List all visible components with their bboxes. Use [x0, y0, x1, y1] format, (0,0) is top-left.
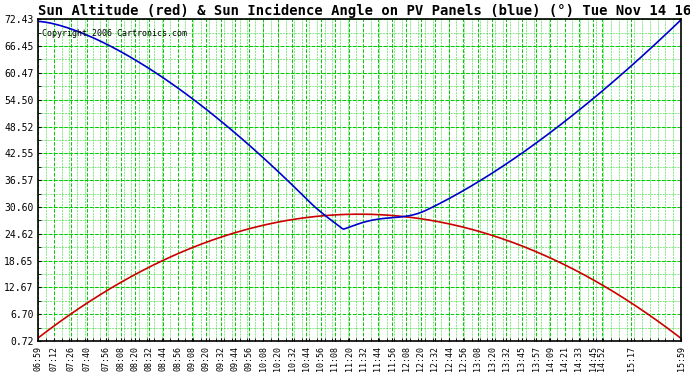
- Text: Sun Altitude (red) & Sun Incidence Angle on PV Panels (blue) (°) Tue Nov 14 16:1: Sun Altitude (red) & Sun Incidence Angle…: [39, 4, 690, 18]
- Text: Copyright 2006 Cartronics.com: Copyright 2006 Cartronics.com: [41, 29, 186, 38]
